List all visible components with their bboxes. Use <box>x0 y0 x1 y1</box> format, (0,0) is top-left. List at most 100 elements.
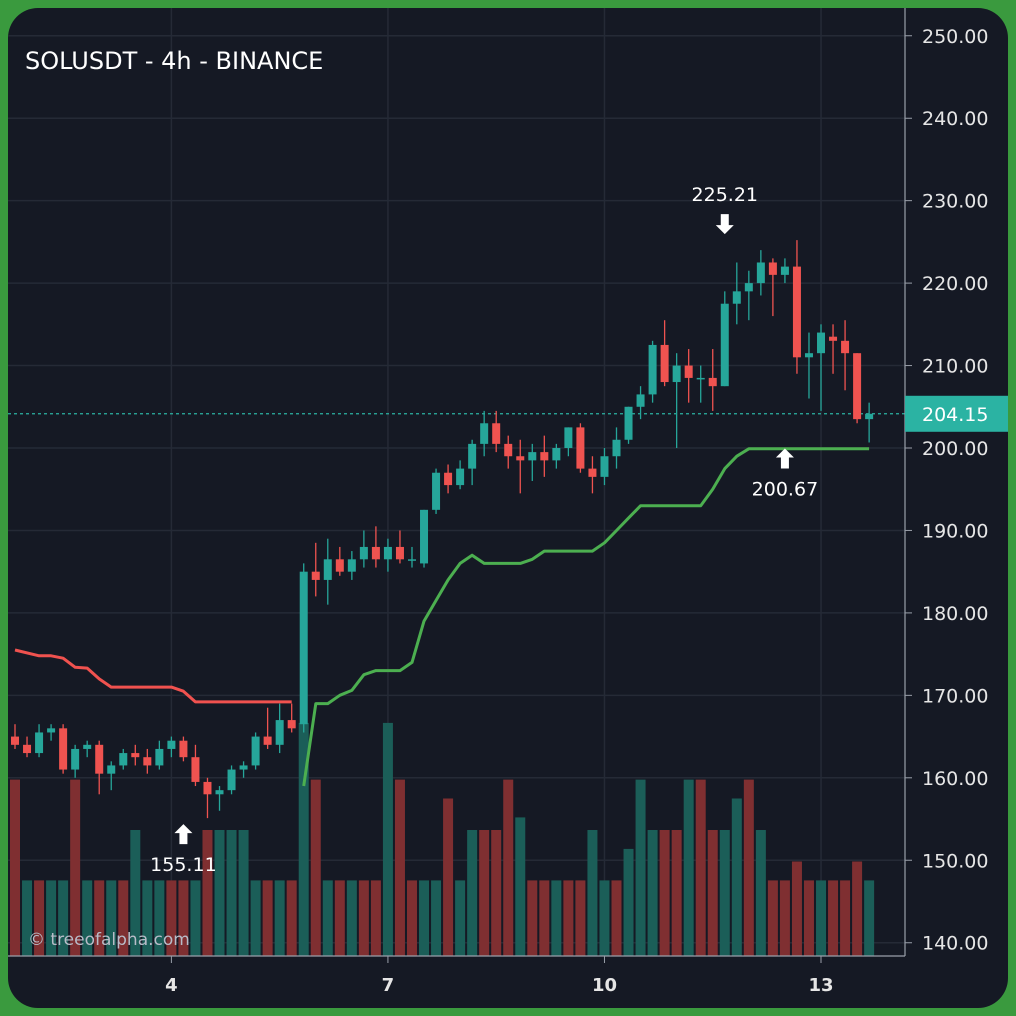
volume-bar <box>611 880 622 956</box>
candle-body <box>263 736 272 745</box>
volume-bar <box>370 880 381 956</box>
candle-body <box>792 266 801 358</box>
candle-body <box>275 720 284 745</box>
candle-body <box>780 266 789 275</box>
candle-body <box>323 559 332 580</box>
volume-bar <box>491 830 502 956</box>
volume-bar <box>190 880 201 956</box>
price-tick-label: 240.00 <box>922 108 988 130</box>
volume-bar <box>455 880 466 956</box>
candle-body <box>83 744 92 749</box>
volume-bar <box>587 830 598 956</box>
candle-body <box>179 740 188 758</box>
volume-bar <box>551 880 562 956</box>
volume-bar <box>791 861 802 956</box>
volume-bar <box>10 779 20 956</box>
candle-body <box>636 394 645 407</box>
axes: 140.00 150.00 160.00 170.00 180.00 190.00 200.… <box>8 8 1008 996</box>
trend-lines <box>8 413 905 787</box>
price-tick-label: 190.00 <box>922 520 988 542</box>
last-price-badge <box>905 395 1008 432</box>
price-chart[interactable]: 140.00 150.00 160.00 170.00 180.00 190.00 200.… <box>8 8 1008 1008</box>
candle-body <box>131 753 140 758</box>
volume-bar <box>334 880 345 956</box>
volume-bar <box>394 779 405 956</box>
volume-bar <box>864 880 875 956</box>
date-tick-label: 7 <box>382 975 395 996</box>
price-tick-label: 230.00 <box>922 191 988 213</box>
volume-bar <box>106 880 117 956</box>
candle-body <box>732 291 741 304</box>
volume-bar <box>503 779 514 956</box>
volume-bar <box>623 848 634 956</box>
chart-frame: 140.00 150.00 160.00 170.00 180.00 190.00 200.… <box>8 8 1008 1008</box>
date-tick-label: 10 <box>592 975 617 996</box>
support-line <box>302 447 870 787</box>
volume-bar <box>419 880 430 956</box>
candle-body <box>516 456 525 461</box>
candle-body <box>47 728 56 733</box>
volume-bar <box>743 779 754 956</box>
candle-body <box>383 546 392 560</box>
volume-bar <box>142 880 153 956</box>
candle-body <box>95 744 104 774</box>
volume-bar <box>70 779 81 956</box>
candle-body <box>865 413 874 420</box>
volume-bar <box>118 880 129 956</box>
volume-bar <box>779 880 790 956</box>
volume-bar <box>479 830 490 956</box>
volume-bar <box>816 880 827 956</box>
price-tick-label: 200.00 <box>922 438 988 460</box>
candle-body <box>71 748 80 770</box>
candle-body <box>420 509 429 564</box>
candle-body <box>407 559 416 561</box>
price-tick-label: 160.00 <box>922 768 988 790</box>
volume-bar <box>406 880 417 956</box>
volume-bar <box>671 830 682 956</box>
candle-body <box>829 336 838 341</box>
candle-body <box>359 546 368 560</box>
volume-bar <box>647 830 658 956</box>
volume-bar <box>286 880 297 956</box>
volume-bar <box>840 880 851 956</box>
volume-bar <box>443 798 454 956</box>
candle-body <box>35 732 44 754</box>
candle-body <box>468 443 477 469</box>
candle-body <box>768 262 777 275</box>
volume-bar <box>431 880 442 956</box>
candle-body <box>648 344 657 395</box>
candle-body <box>299 571 308 725</box>
volume-bar <box>214 830 225 956</box>
price-tick-label: 210.00 <box>922 356 988 378</box>
candle-body <box>684 365 693 378</box>
price-tick-label: 220.00 <box>922 273 988 295</box>
candle-body <box>371 546 380 560</box>
low-price-annotation: 200.67 <box>752 478 818 500</box>
candle-body <box>841 340 850 354</box>
candle-body <box>155 748 164 766</box>
volume-bar <box>731 798 742 956</box>
candle-body <box>107 765 116 774</box>
volume-bar <box>322 880 333 956</box>
volume-bar <box>226 830 237 956</box>
peak-price-annotation: 225.21 <box>692 184 758 206</box>
candle-body <box>347 559 356 572</box>
arrow-down-icon <box>715 214 734 235</box>
volume-bar <box>575 880 586 956</box>
volume-bar <box>358 880 369 956</box>
date-tick-label: 4 <box>165 975 178 996</box>
candle-body <box>251 736 260 766</box>
volume-bar <box>695 779 706 956</box>
volume-bar <box>707 830 718 956</box>
candle-body <box>720 303 729 387</box>
low-price-annotation: 155.11 <box>150 854 216 876</box>
volume-bars <box>10 722 875 956</box>
candle-body <box>11 736 19 745</box>
volume-bar <box>262 880 273 956</box>
volume-bar <box>154 880 165 956</box>
volume-bar <box>82 880 93 956</box>
candle-body <box>203 781 212 795</box>
candle-body <box>335 559 344 572</box>
volume-bar <box>130 830 141 956</box>
candle-body <box>59 728 68 770</box>
